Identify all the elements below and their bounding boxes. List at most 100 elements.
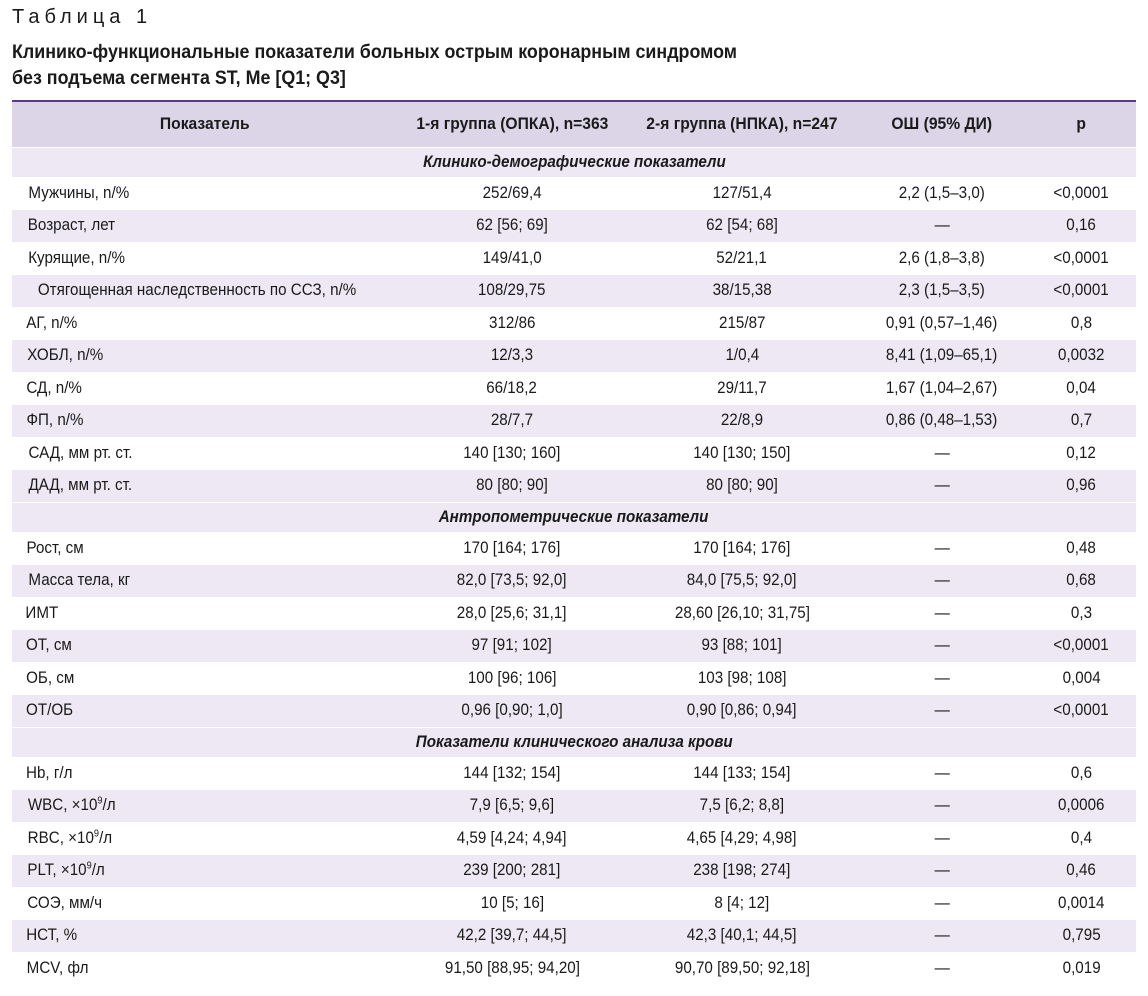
cell-p-value: 0,3 (1070, 603, 1093, 622)
table-row: Hb, г/л 144 [132; 154] 144 [133; 154] — 0,6 (12, 757, 1136, 790)
header-row: Показатель 1-я группа (ОПКА), n=363 2-я … (12, 101, 1136, 147)
section-title: Показатели клинического анализа крови (415, 732, 733, 751)
cell-group-2: 0,90 [0,86; 0,94] (687, 701, 797, 720)
cell-group-2: 4,65 [4,29; 4,98] (687, 828, 797, 847)
table-row: RBC, ×109/л 4,59 [4,24; 4,94] 4,65 [4,29; … (12, 822, 1136, 855)
cell-odds-ratio: — (934, 571, 950, 590)
cell-group-1: 91,50 [88,95; 94,20] (444, 959, 580, 977)
table-title-line-2: без подъема сегмента ST, Me [Q1; Q3] (12, 68, 346, 89)
cell-odds-ratio: 2,3 (1,5–3,5) (898, 281, 986, 300)
cell-odds-ratio: 2,2 (1,5–3,0) (898, 183, 986, 202)
cell-indicator: Масса тела, кг (28, 571, 131, 590)
table-row: PLT, ×109/л 239 [200; 281] 238 [198; 274] —… (12, 854, 1136, 887)
table-row: Курящие, n/% 149/41,0 52/21,1 2,6 (1,8–3,8)… (12, 242, 1136, 275)
cell-group-1: 100 [96; 106] (467, 668, 557, 687)
cell-odds-ratio: — (934, 476, 950, 495)
cell-group-2: 1/0,4 (725, 346, 759, 365)
cell-group-2: 62 [54; 68] (706, 216, 778, 235)
cell-group-2: 140 [130; 150] (693, 443, 791, 462)
cell-p-value: <0,0001 (1053, 636, 1110, 655)
cell-indicator: Курящие, n/% (28, 248, 125, 267)
cell-group-1: 312/86 (488, 313, 536, 332)
table-row: СОЭ, мм/ч 10 [5; 16] 8 [4; 12] — 0,0014 (12, 887, 1136, 920)
cell-p-value: 0,8 (1070, 313, 1093, 332)
cell-group-2: 90,70 [89,50; 92,18] (674, 959, 810, 977)
cell-group-1: 108/29,75 (478, 281, 546, 300)
cell-odds-ratio: — (934, 636, 950, 655)
cell-odds-ratio: — (934, 763, 950, 782)
cell-indicator: ХОБЛ, n/% (27, 346, 104, 365)
table-row: СД, n/% 66/18,2 29/11,7 1,67 (1,04–2,67) 0,0… (12, 372, 1136, 405)
table-row: ДАД, мм рт. ст. 80 [80; 90] 80 [80; 90] — 0,… (12, 469, 1136, 502)
cell-indicator: Рост, см (26, 538, 84, 557)
table-row: Масса тела, кг 82,0 [73,5; 92,0] 84,0 [75,… (12, 564, 1136, 597)
cell-indicator: ИМТ (25, 603, 59, 622)
cell-p-value: <0,0001 (1053, 281, 1110, 300)
section-title: Клинико-демографические показатели (422, 152, 726, 171)
cell-group-2: 215/87 (718, 313, 766, 332)
cell-indicator: ОТ, см (25, 636, 72, 655)
cell-group-1: 252/69,4 (482, 183, 542, 202)
header-indicator: Показатель (159, 114, 250, 134)
cell-p-value: 0,019 (1062, 959, 1101, 977)
cell-group-2: 238 [198; 274] (693, 861, 791, 880)
table-row: САД, мм рт. ст. 140 [130; 160] 140 [130; 1… (12, 437, 1136, 470)
table-body: Клинико-демографические показатели Мужчин… (12, 147, 1136, 985)
cell-group-2: 84,0 [75,5; 92,0] (687, 571, 797, 590)
table-row: WBC, ×109/л 7,9 [6,5; 9,6] 7,5 [6,2; 8,8] —… (12, 789, 1136, 822)
cell-group-2: 93 [88; 101] (701, 636, 783, 655)
cell-indicator: RBC, ×109/л (27, 828, 113, 847)
cell-group-1: 140 [130; 160] (463, 443, 561, 462)
table-row: ХОБЛ, n/% 12/3,3 1/0,4 8,41 (1,09–65,1) 0,00… (12, 339, 1136, 372)
cell-p-value: 0,16 (1066, 216, 1097, 235)
cell-indicator: ДАД, мм рт. ст. (28, 476, 133, 495)
table-header: Показатель 1-я группа (ОПКА), n=363 2-я … (12, 101, 1136, 147)
cell-odds-ratio: 8,41 (1,09–65,1) (886, 346, 998, 365)
cell-odds-ratio: 0,91 (0,57–1,46) (886, 313, 998, 332)
table-row: Отягощенная наследственность по ССЗ, n/%… (12, 274, 1136, 307)
cell-odds-ratio: — (934, 828, 950, 847)
cell-p-value: 0,96 (1066, 476, 1097, 495)
cell-p-value: 0,68 (1066, 571, 1097, 590)
cell-indicator: САД, мм рт. ст. (28, 443, 133, 462)
cell-p-value: 0,795 (1062, 926, 1101, 945)
cell-group-2: 52/21,1 (716, 248, 768, 267)
cell-group-2: 8 [4; 12] (714, 893, 770, 912)
data-table: Показатель 1-я группа (ОПКА), n=363 2-я … (12, 100, 1136, 985)
cell-odds-ratio: — (934, 216, 950, 235)
cell-p-value: 0,48 (1066, 538, 1097, 557)
cell-group-1: 42,2 [39,7; 44,5] (457, 926, 567, 945)
table-row: Возраст, лет 62 [56; 69] 62 [54; 68] — 0,16 (12, 209, 1136, 242)
cell-odds-ratio: — (934, 668, 950, 687)
cell-odds-ratio: — (934, 603, 950, 622)
cell-group-1: 28,0 [25,6; 31,1] (457, 603, 567, 622)
cell-group-1: 12/3,3 (490, 346, 534, 365)
cell-indicator: WBC, ×109/л (27, 795, 116, 815)
cell-odds-ratio: — (934, 796, 950, 815)
cell-group-2: 38/15,38 (712, 281, 772, 300)
table-row: Мужчины, n/% 252/69,4 127/51,4 2,2 (1,5–3,0… (12, 177, 1136, 210)
cell-odds-ratio: — (934, 701, 950, 720)
cell-group-1: 144 [132; 154] (463, 763, 561, 782)
cell-odds-ratio: 1,67 (1,04–2,67) (886, 378, 998, 397)
cell-indicator: ОТ/ОБ (26, 701, 74, 720)
section-header-row: Показатели клинического анализа крови (12, 727, 1136, 757)
table-row: НСТ, % 42,2 [39,7; 44,5] 42,3 [40,1; 44,5]… (12, 919, 1136, 952)
table-label: Таблица 1 (12, 6, 153, 28)
cell-p-value: <0,0001 (1053, 701, 1110, 720)
cell-group-1: 149/41,0 (482, 248, 542, 267)
cell-odds-ratio: — (934, 926, 950, 945)
cell-p-value: 0,04 (1066, 378, 1097, 397)
cell-odds-ratio: — (934, 443, 950, 462)
cell-group-1: 28/7,7 (490, 411, 534, 430)
cell-group-1: 62 [56; 69] (476, 216, 548, 235)
cell-group-2: 127/51,4 (712, 183, 772, 202)
table-title: Клинико-функциональные показатели больны… (12, 40, 1065, 92)
cell-group-2: 42,3 [40,1; 44,5] (687, 926, 797, 945)
cell-p-value: 0,12 (1066, 443, 1097, 462)
cell-group-1: 97 [91; 102] (471, 636, 553, 655)
cell-indicator: СД, n/% (26, 378, 82, 397)
cell-odds-ratio: — (934, 893, 950, 912)
cell-p-value: 0,004 (1062, 668, 1101, 687)
